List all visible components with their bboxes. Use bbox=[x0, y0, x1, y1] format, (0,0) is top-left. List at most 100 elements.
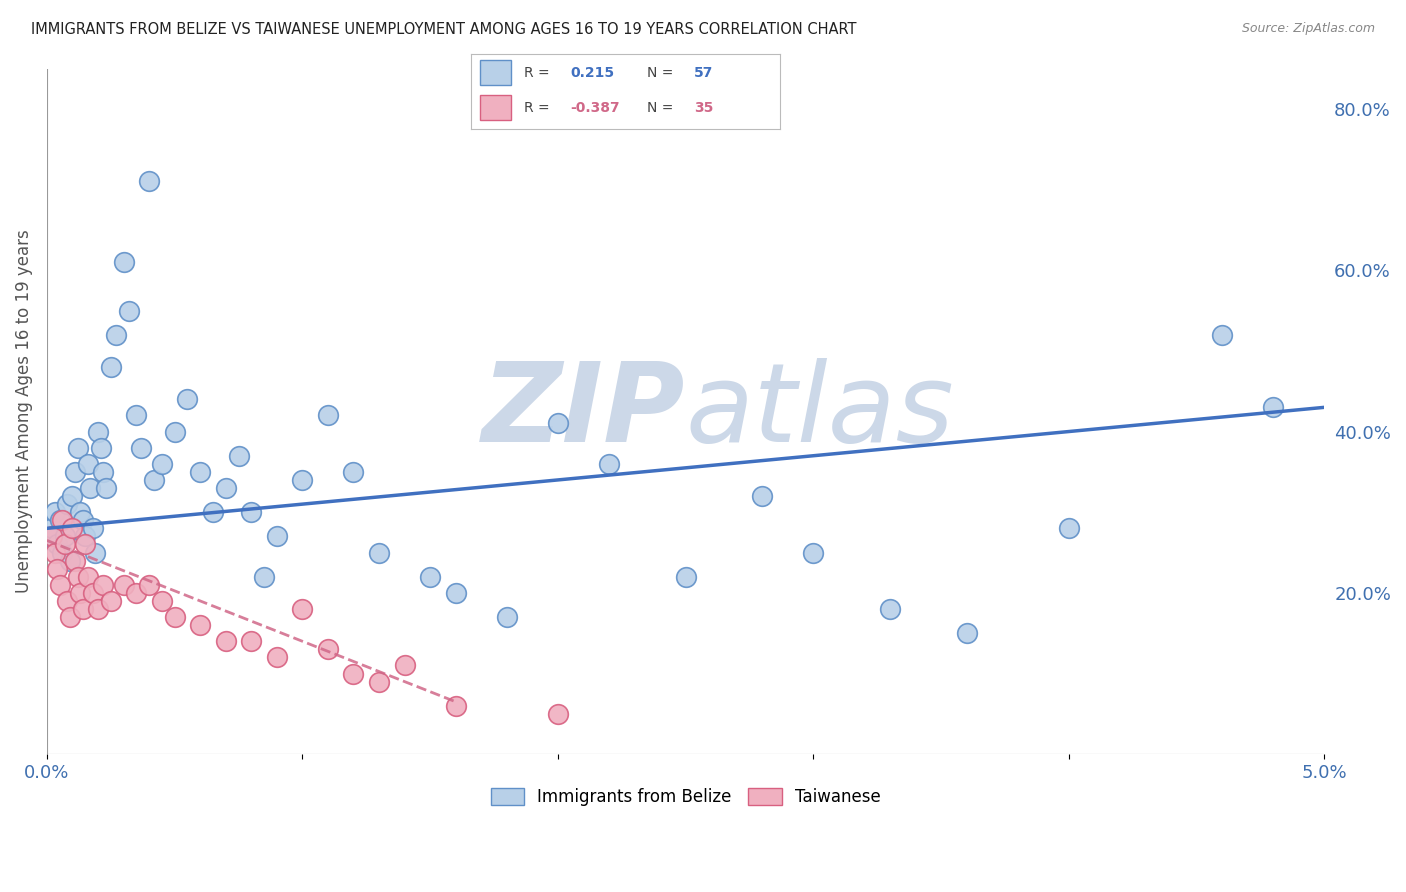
Text: atlas: atlas bbox=[686, 358, 955, 465]
Point bbox=[69, 505, 91, 519]
Point bbox=[150, 457, 173, 471]
Point bbox=[118, 303, 141, 318]
Point bbox=[104, 327, 127, 342]
Point bbox=[342, 666, 364, 681]
Point bbox=[163, 425, 186, 439]
Y-axis label: Unemployment Among Ages 16 to 19 years: Unemployment Among Ages 16 to 19 years bbox=[15, 229, 32, 593]
Point bbox=[143, 473, 166, 487]
Point bbox=[90, 441, 112, 455]
Point bbox=[163, 610, 186, 624]
Point bbox=[94, 481, 117, 495]
Point bbox=[46, 537, 69, 551]
Text: N =: N = bbox=[647, 101, 678, 115]
Point bbox=[53, 537, 76, 551]
Point bbox=[394, 658, 416, 673]
Point bbox=[253, 570, 276, 584]
Point bbox=[51, 545, 73, 559]
Point bbox=[59, 553, 82, 567]
Point bbox=[48, 513, 70, 527]
Point bbox=[75, 529, 97, 543]
Point bbox=[879, 602, 901, 616]
Point bbox=[419, 570, 441, 584]
Point bbox=[112, 578, 135, 592]
Point bbox=[215, 634, 238, 648]
Point bbox=[75, 537, 97, 551]
Point bbox=[41, 521, 63, 535]
Legend: Immigrants from Belize, Taiwanese: Immigrants from Belize, Taiwanese bbox=[482, 780, 889, 814]
Point bbox=[69, 586, 91, 600]
Point bbox=[91, 578, 114, 592]
Point bbox=[84, 545, 107, 559]
Point bbox=[100, 359, 122, 374]
Point bbox=[228, 449, 250, 463]
Point bbox=[125, 409, 148, 423]
Point bbox=[598, 457, 620, 471]
Point bbox=[44, 545, 66, 559]
Point bbox=[82, 521, 104, 535]
Point bbox=[1057, 521, 1080, 535]
Point bbox=[100, 594, 122, 608]
Point bbox=[188, 465, 211, 479]
Point bbox=[316, 409, 339, 423]
Point bbox=[44, 505, 66, 519]
Bar bbox=[481, 95, 512, 120]
Point bbox=[56, 594, 79, 608]
Point bbox=[63, 465, 86, 479]
Text: R =: R = bbox=[523, 101, 554, 115]
Point bbox=[79, 481, 101, 495]
Point bbox=[87, 425, 110, 439]
Point bbox=[240, 505, 263, 519]
Point bbox=[368, 545, 391, 559]
Text: IMMIGRANTS FROM BELIZE VS TAIWANESE UNEMPLOYMENT AMONG AGES 16 TO 19 YEARS CORRE: IMMIGRANTS FROM BELIZE VS TAIWANESE UNEM… bbox=[31, 22, 856, 37]
Point bbox=[131, 441, 153, 455]
Point bbox=[316, 642, 339, 657]
Point bbox=[368, 674, 391, 689]
Point bbox=[675, 570, 697, 584]
Point bbox=[803, 545, 825, 559]
Point bbox=[1211, 327, 1233, 342]
Point bbox=[188, 618, 211, 632]
Point bbox=[87, 602, 110, 616]
Point bbox=[76, 570, 98, 584]
Point bbox=[1263, 401, 1285, 415]
Point bbox=[112, 255, 135, 269]
Point bbox=[201, 505, 224, 519]
Point bbox=[751, 489, 773, 503]
Point bbox=[66, 441, 89, 455]
Point bbox=[342, 465, 364, 479]
Point bbox=[138, 174, 160, 188]
Point bbox=[53, 529, 76, 543]
Point bbox=[150, 594, 173, 608]
Point bbox=[444, 586, 467, 600]
Point bbox=[291, 473, 314, 487]
Point bbox=[956, 626, 979, 640]
Text: ZIP: ZIP bbox=[482, 358, 686, 465]
Point bbox=[48, 578, 70, 592]
Point bbox=[62, 489, 84, 503]
Point bbox=[266, 650, 288, 665]
Point bbox=[138, 578, 160, 592]
Point bbox=[547, 417, 569, 431]
Point bbox=[63, 553, 86, 567]
Point bbox=[72, 513, 94, 527]
Point bbox=[547, 706, 569, 721]
Point bbox=[56, 497, 79, 511]
Point bbox=[125, 586, 148, 600]
Text: 57: 57 bbox=[693, 66, 713, 80]
Point bbox=[240, 634, 263, 648]
Point bbox=[215, 481, 238, 495]
Bar bbox=[481, 61, 512, 86]
Text: 35: 35 bbox=[693, 101, 713, 115]
Point bbox=[59, 610, 82, 624]
Text: R =: R = bbox=[523, 66, 554, 80]
Point bbox=[91, 465, 114, 479]
Point bbox=[51, 513, 73, 527]
Text: -0.387: -0.387 bbox=[569, 101, 620, 115]
Point bbox=[76, 457, 98, 471]
Point bbox=[82, 586, 104, 600]
Text: N =: N = bbox=[647, 66, 678, 80]
Point bbox=[62, 521, 84, 535]
Point bbox=[176, 392, 198, 407]
Point bbox=[72, 602, 94, 616]
Point bbox=[66, 570, 89, 584]
